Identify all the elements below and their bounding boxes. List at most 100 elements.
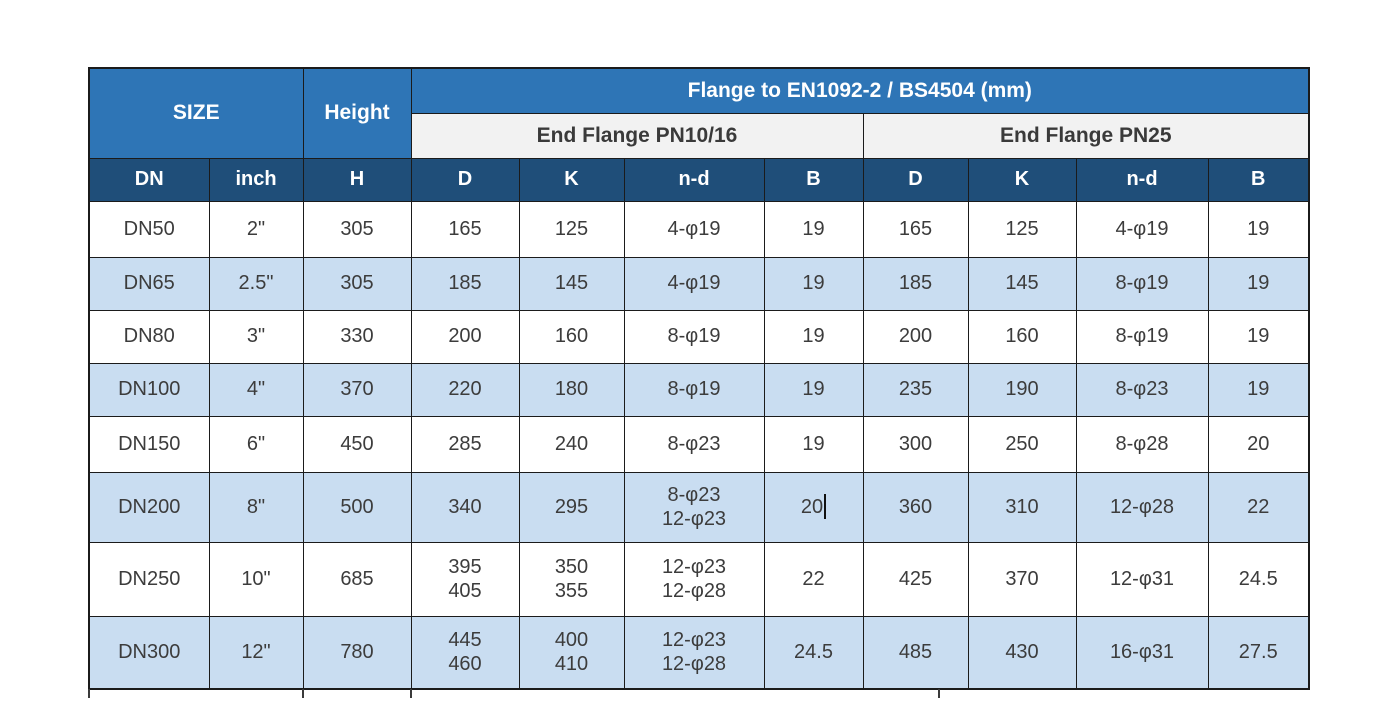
col-header-b-pn1016: B (763, 157, 864, 202)
table-cell: 19 (763, 256, 864, 311)
table-cell: 19 (1207, 256, 1310, 311)
table-row-dn65: DN65 2.5" 305 185 145 4-φ19 19 185 145 8… (88, 256, 1310, 311)
col-header-d-pn25: D (862, 157, 969, 202)
table-cell: DN100 (88, 362, 210, 417)
table-grid-stub (938, 689, 940, 698)
table-cell: 485 (862, 615, 969, 690)
table-cell: 8-φ23 (1075, 362, 1209, 417)
table-cell: DN300 (88, 615, 210, 690)
table-cell: 27.5 (1207, 615, 1310, 690)
table-cell: 250 (967, 415, 1077, 473)
table-grid-stub (88, 689, 90, 698)
table-row-dn250: DN250 10" 685 395 405 350 355 12-φ23 12-… (88, 541, 1310, 617)
table-row-dn100: DN100 4" 370 220 180 8-φ19 19 235 190 8-… (88, 362, 1310, 417)
table-cell-with-cursor[interactable]: 20 (763, 471, 864, 543)
table-cell: 2.5" (208, 256, 304, 311)
table-cell: 19 (763, 309, 864, 364)
table-cell: 12-φ31 (1075, 541, 1209, 617)
table-cell: 8-φ19 (1075, 309, 1209, 364)
table-cell: 185 (862, 256, 969, 311)
table-row-dn50: DN50 2" 305 165 125 4-φ19 19 165 125 4-φ… (88, 200, 1310, 258)
pn25-group-header: End Flange PN25 (862, 112, 1310, 159)
col-header-k-pn25: K (967, 157, 1077, 202)
table-cell: 330 (302, 309, 412, 364)
table-cell: 180 (518, 362, 625, 417)
table-cell: 6" (208, 415, 304, 473)
table-row-dn300: DN300 12" 780 445 460 400 410 12-φ23 12-… (88, 615, 1310, 690)
table-cell: 4-φ19 (623, 256, 765, 311)
table-cell: 125 (967, 200, 1077, 258)
table-cell: 220 (410, 362, 520, 417)
col-header-nd-pn25: n-d (1075, 157, 1209, 202)
table-cell: 2" (208, 200, 304, 258)
table-cell: 8-φ19 (623, 309, 765, 364)
table-cell: 12-φ23 12-φ28 (623, 615, 765, 690)
table-cell: 4-φ19 (623, 200, 765, 258)
table-cell: 425 (862, 541, 969, 617)
table-cell: 19 (1207, 200, 1310, 258)
column-header-row: DN inch H D K n-d B D K n-d B (88, 157, 1310, 202)
table-cell: 16-φ31 (1075, 615, 1209, 690)
table-cell: DN80 (88, 309, 210, 364)
header-row-2: End Flange PN10/16 End Flange PN25 (89, 112, 1310, 159)
table-cell: 165 (410, 200, 520, 258)
table-cell: 305 (302, 256, 412, 311)
table-cell: 190 (967, 362, 1077, 417)
header-row-1: SIZE Height Flange to EN1092-2 / BS4504 … (88, 67, 1310, 159)
pn1016-group-header: End Flange PN10/16 (410, 112, 864, 159)
table-cell: 19 (1207, 362, 1310, 417)
table-cell: 370 (302, 362, 412, 417)
table-cell: 160 (967, 309, 1077, 364)
table-cell: 8-φ19 (1075, 256, 1209, 311)
table-cell: 285 (410, 415, 520, 473)
col-header-dn: DN (88, 157, 210, 202)
table-cell: 4" (208, 362, 304, 417)
text-cursor (824, 493, 827, 519)
size-header: SIZE (88, 67, 304, 159)
table-cell: 350 355 (518, 541, 625, 617)
table-cell: 19 (763, 200, 864, 258)
table-cell: 8-φ28 (1075, 415, 1209, 473)
flange-dimensions-table: SIZE Height Flange to EN1092-2 / BS4504 … (88, 67, 1311, 690)
table-cell: 500 (302, 471, 412, 543)
table-cell: 200 (410, 309, 520, 364)
table-cell: 240 (518, 415, 625, 473)
table-cell: 430 (967, 615, 1077, 690)
table-row-dn150: DN150 6" 450 285 240 8-φ23 19 300 250 8-… (88, 415, 1310, 473)
table-grid-stub (302, 689, 304, 698)
table-cell: 8-φ23 (623, 415, 765, 473)
col-header-k-pn1016: K (518, 157, 625, 202)
table-cell: 395 405 (410, 541, 520, 617)
table-cell: 370 (967, 541, 1077, 617)
cell-text: 20 (800, 495, 824, 518)
table-cell: 12-φ28 (1075, 471, 1209, 543)
table-cell: 125 (518, 200, 625, 258)
table-cell: 4-φ19 (1075, 200, 1209, 258)
table-grid-stub (410, 689, 412, 698)
table-cell: 12-φ23 12-φ28 (623, 541, 765, 617)
table-cell: 340 (410, 471, 520, 543)
table-cell: 310 (967, 471, 1077, 543)
col-header-inch: inch (208, 157, 304, 202)
table-cell: 450 (302, 415, 412, 473)
table-cell: 22 (763, 541, 864, 617)
table-cell: 12" (208, 615, 304, 690)
table-cell: 22 (1207, 471, 1310, 543)
table-cell: 8-φ23 12-φ23 (623, 471, 765, 543)
table-cell: 10" (208, 541, 304, 617)
table-cell: 305 (302, 200, 412, 258)
table-cell: DN50 (88, 200, 210, 258)
table-cell: DN150 (88, 415, 210, 473)
table-cell: 24.5 (1207, 541, 1310, 617)
col-header-d-pn1016: D (410, 157, 520, 202)
table-row-dn80: DN80 3" 330 200 160 8-φ19 19 200 160 8-φ… (88, 309, 1310, 364)
table-cell: 165 (862, 200, 969, 258)
table-cell: 780 (302, 615, 412, 690)
table-cell: 3" (208, 309, 304, 364)
table-cell: 185 (410, 256, 520, 311)
table-cell: 20 (1207, 415, 1310, 473)
table-cell: 19 (763, 415, 864, 473)
table-row-dn200: DN200 8" 500 340 295 8-φ23 12-φ23 20 360… (88, 471, 1310, 543)
table-cell: 8" (208, 471, 304, 543)
